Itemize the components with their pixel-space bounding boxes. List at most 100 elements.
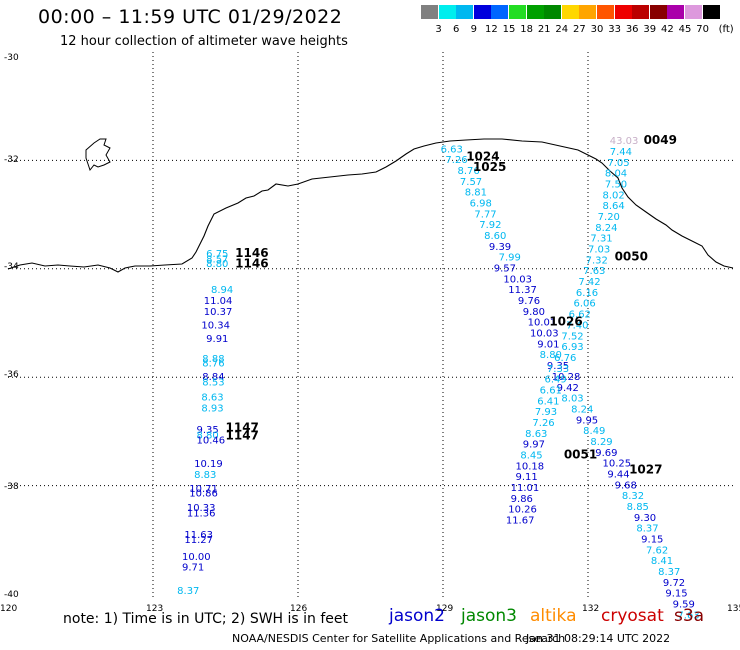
wave-height-value: 8.94 — [211, 285, 233, 296]
scale-swatch — [509, 5, 526, 19]
wave-height-value: 9.42 — [557, 383, 579, 394]
scale-label: 12 — [485, 24, 498, 35]
scale-label: 3 — [435, 24, 442, 35]
wave-height-value: 11.37 — [508, 285, 537, 296]
wave-height-value: 8.64 — [603, 201, 625, 212]
wave-height-value: 10.19 — [194, 459, 223, 470]
wave-height-value: 7.20 — [598, 212, 620, 223]
wave-height-value: 8.63 — [525, 429, 547, 440]
wave-height-value: 7.99 — [499, 253, 521, 264]
wave-height-value: 10.26 — [508, 505, 537, 516]
map-gridlines — [8, 52, 733, 598]
wave-height-value: 9.44 — [607, 469, 629, 480]
wave-height-value: 8.53 — [202, 377, 224, 388]
wave-height-value: 8.49 — [583, 426, 605, 437]
scale-label: 30 — [590, 24, 604, 35]
scale-swatch — [685, 5, 702, 19]
wave-height-value: 9.91 — [206, 334, 228, 345]
wave-height-value: 8.02 — [603, 190, 625, 201]
wave-height-value: 8.83 — [194, 470, 216, 481]
pass-time-label: 0050 — [615, 250, 648, 264]
wave-height-value: 11.36 — [187, 508, 216, 519]
lat-label: -34 — [4, 262, 19, 272]
scale-swatch — [526, 5, 544, 19]
wave-height-value: 8.85 — [627, 502, 649, 513]
scale-label: 45 — [678, 24, 692, 35]
wave-height-value: 7.03 — [588, 245, 610, 256]
lon-label: 123 — [146, 604, 164, 614]
wave-height-value: 7.33 — [547, 364, 569, 375]
scale-swatch — [667, 5, 685, 19]
wave-height-value: 7.26 — [445, 155, 467, 166]
wave-height-value: 6.93 — [561, 342, 583, 353]
wave-height-value: 11.27 — [184, 535, 213, 546]
lat-label: -40 — [4, 590, 19, 600]
wave-height-value: 8.80 — [197, 430, 219, 441]
wave-height-value: 8.81 — [465, 188, 487, 199]
lon-label: 135 — [727, 604, 740, 614]
scale-label: 6 — [453, 24, 460, 35]
wave-height-value: 9.15 — [665, 589, 687, 600]
wave-height-value: 8.88 — [202, 354, 224, 365]
wave-height-value: 11.63 — [184, 530, 213, 541]
wave-height-value: 8.41 — [651, 556, 673, 567]
scale-label: 9 — [470, 24, 477, 35]
lon-label: 129 — [436, 604, 454, 614]
wave-height-value: 7.05 — [607, 158, 629, 169]
lat-label: -30 — [4, 53, 19, 63]
wave-height-value: 7.93 — [535, 407, 557, 418]
wave-height-value: 8.60 — [484, 231, 506, 242]
wave-height-value: 9.72 — [663, 578, 685, 589]
wave-height-value: 9.59 — [673, 600, 695, 611]
wave-height-value: 6.06 — [574, 299, 596, 310]
wave-height-value: 6.98 — [470, 198, 492, 209]
pass-time-label: 1146 — [235, 246, 268, 260]
wave-height-value: 9.57 — [494, 264, 516, 275]
wave-height-value: 10.25 — [603, 459, 632, 470]
wave-height-value: 10.01 — [528, 318, 557, 329]
wave-height-value: 10.37 — [204, 307, 233, 318]
wave-height-value: 9.35 — [197, 425, 219, 436]
pass-time-label: 1025 — [473, 160, 506, 174]
scale-label: 36 — [625, 24, 639, 35]
wave-height-value: 10.34 — [201, 320, 230, 331]
lon-label: 120 — [0, 604, 18, 614]
scale-swatch — [473, 5, 491, 19]
wave-height-value: 6.16 — [576, 288, 598, 299]
legend-jason3: jason3 — [461, 606, 517, 626]
wave-height-value: 7.31 — [590, 234, 612, 245]
wave-height-value: 7.63 — [677, 610, 699, 621]
wave-height-value: 7.26 — [532, 418, 554, 429]
legend-jason2: jason2 — [389, 606, 445, 626]
pass-time-label: 1147 — [226, 429, 259, 443]
jason3-track: 6.637.268.767.578.816.987.777.928.609.39… — [441, 144, 700, 621]
wave-height-value: 7.44 — [610, 147, 632, 158]
scale-label: 21 — [537, 24, 551, 35]
pass-time-label: 1026 — [549, 315, 582, 329]
scale-swatch — [632, 5, 650, 19]
kangaroo-island — [85, 138, 111, 172]
wave-height-value: 7.42 — [578, 277, 600, 288]
wave-height-value: 10.18 — [516, 461, 545, 472]
wave-height-value: 7.57 — [460, 177, 482, 188]
wave-height-value: 9.01 — [537, 339, 559, 350]
wave-height-value: 9.39 — [489, 242, 511, 253]
credit-line: NOAA/NESDIS Center for Satellite Applica… — [232, 632, 566, 645]
wave-height-value: 8.03 — [561, 394, 583, 405]
wave-height-value: 9.97 — [523, 440, 545, 451]
wave-height-value: 8.93 — [201, 403, 223, 414]
wave-height-value: 10.03 — [530, 329, 559, 340]
wave-height-value: 8.37 — [636, 524, 658, 535]
lat-label: -38 — [4, 482, 19, 492]
lon-label: 132 — [582, 604, 600, 614]
pass-time-label: 1146 — [235, 257, 268, 271]
scale-label: 24 — [555, 24, 569, 35]
generated-timestamp: Jan 31 08:29:14 UTC 2022 — [526, 632, 671, 645]
wave-height-value: 9.69 — [595, 448, 617, 459]
wave-height-value: 7.50 — [605, 180, 627, 191]
wave-height-value: 7.92 — [479, 220, 501, 231]
wave-height-value: 10.33 — [187, 503, 216, 514]
lat-label: -32 — [4, 155, 19, 165]
legend-s3a: s3a — [674, 606, 705, 626]
